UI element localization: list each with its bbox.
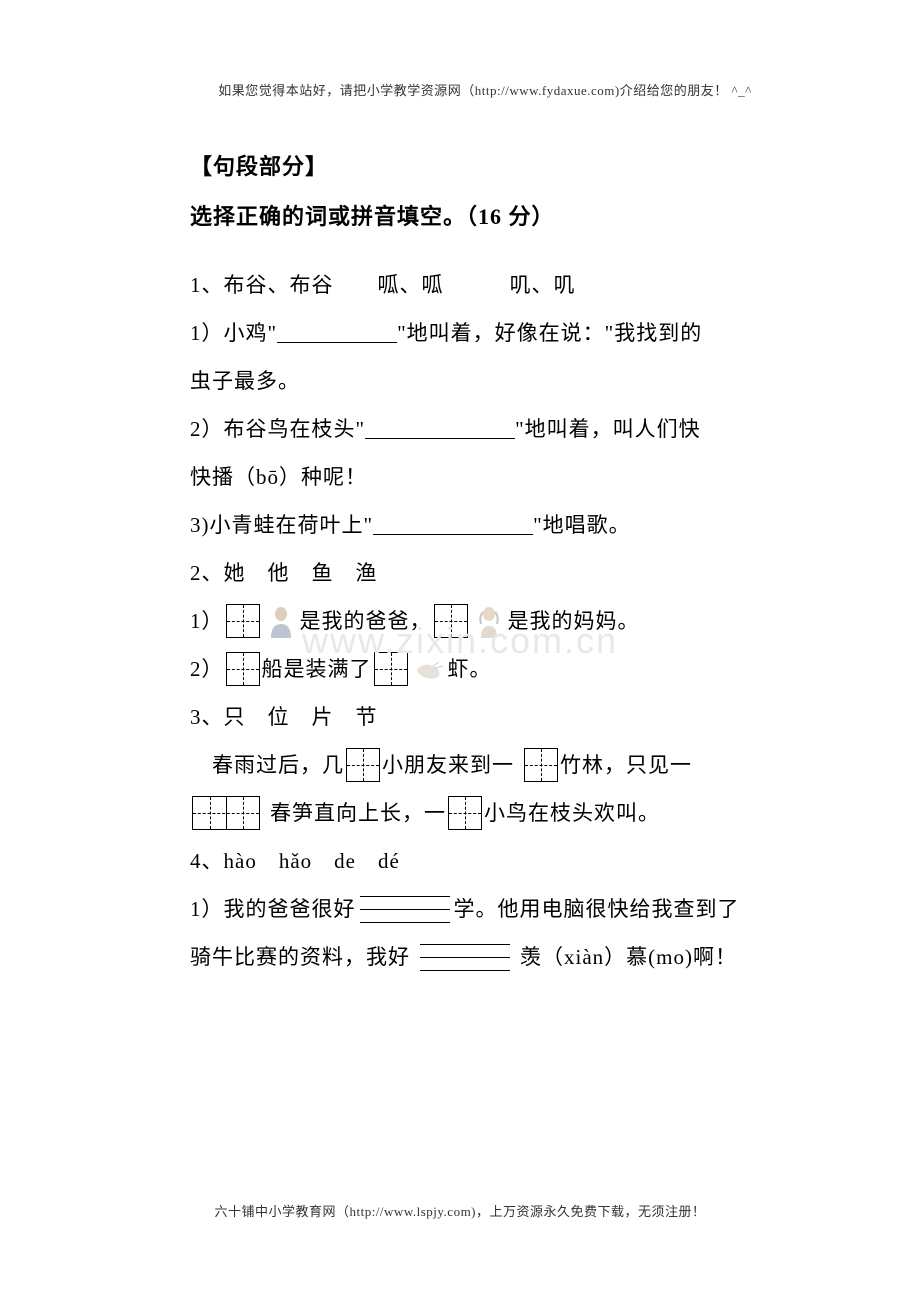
q1-p1c: 虫子最多。 <box>190 357 300 405</box>
q1-p1a: 1）小鸡" <box>190 309 277 357</box>
pinyin-blank[interactable] <box>360 896 450 922</box>
q4-options: 4、hào hǎo de dé <box>190 837 780 885</box>
shrimp-icon <box>413 652 445 686</box>
q2-p1c: 是我的妈妈。 <box>508 597 640 645</box>
q1-p2a: 2）布谷鸟在枝头" <box>190 405 365 453</box>
q1-p1-line1: 1）小鸡" "地叫着，好像在说："我找到的 <box>190 309 780 357</box>
q2-p2: 2） 船是装满了 虾。 <box>190 645 780 693</box>
blank-underline[interactable] <box>373 515 533 535</box>
q3-p1: 春雨过后，几 小朋友来到一 竹林，只见一 <box>190 741 780 789</box>
q2-p1a: 1） <box>190 597 224 645</box>
q1-opts-text: 1、布谷、布谷 呱、呱 叽、叽 <box>190 261 576 309</box>
q1-options: 1、布谷、布谷 呱、呱 叽、叽 <box>190 261 780 309</box>
q2-p2a: 2） <box>190 645 224 693</box>
pinyin-blank[interactable] <box>420 944 510 970</box>
page-footer: 六十铺中小学教育网（http://www.lspjy.com)，上万资源永久免费… <box>0 1201 920 1220</box>
char-box-blank[interactable] <box>448 796 482 830</box>
q3-options: 3、只 位 片 节 <box>190 693 780 741</box>
char-box-blank[interactable] <box>374 652 408 686</box>
q4-p1: 1）我的爸爸很好 学。他用电脑很快给我查到了 <box>190 885 780 933</box>
q2-opts-text: 2、她 他 鱼 渔 <box>190 549 378 597</box>
char-box-double-blank[interactable] <box>192 796 260 830</box>
section-subtitle: 选择正确的词或拼音填空。（16 分） <box>190 199 780 231</box>
q1-p2c: 快播（bō）种呢！ <box>190 453 367 501</box>
q3-p2: 春笋直向上长，一 小鸟在枝头欢叫。 <box>190 789 780 837</box>
mother-icon <box>473 604 505 638</box>
q3-opts-text: 3、只 位 片 节 <box>190 693 378 741</box>
char-box-blank[interactable] <box>346 748 380 782</box>
page-header: 如果您觉得本站好，请把小学教学资源网（http://www.fydaxue.co… <box>190 80 780 99</box>
q4-p2a: 骑牛比赛的资料，我好 <box>190 933 410 981</box>
father-icon <box>265 604 297 638</box>
q1-p3a: 3)小青蛙在荷叶上" <box>190 501 373 549</box>
blank-underline[interactable] <box>365 419 515 439</box>
q2-options: 2、她 他 鱼 渔 <box>190 549 780 597</box>
q4-p2: 骑牛比赛的资料，我好 羡（xiàn）慕(mo)啊！ <box>190 933 780 981</box>
q4-opts-text: 4、hào hǎo de dé <box>190 837 400 885</box>
char-box-blank[interactable] <box>524 748 558 782</box>
q4-p1b: 学。他用电脑很快给我查到了 <box>454 885 740 933</box>
section-title: 【句段部分】 <box>190 149 780 181</box>
char-box-blank[interactable] <box>434 604 468 638</box>
q2-p1b: 是我的爸爸， <box>300 597 432 645</box>
q2-p2b: 船是装满了 <box>262 645 372 693</box>
q3-p1c: 竹林，只见一 <box>560 741 692 789</box>
char-box-blank[interactable] <box>226 604 260 638</box>
q1-p2b: "地叫着，叫人们快 <box>515 405 701 453</box>
q1-p3b: "地唱歌。 <box>533 501 631 549</box>
q4-p1a: 1）我的爸爸很好 <box>190 885 356 933</box>
q3-p1a: 春雨过后，几 <box>190 741 344 789</box>
q3-p2b: 小鸟在枝头欢叫。 <box>484 789 660 837</box>
q1-p2-line2: 快播（bō）种呢！ <box>190 453 780 501</box>
q1-p1b: "地叫着，好像在说："我找到的 <box>397 309 702 357</box>
q3-p1b: 小朋友来到一 <box>382 741 514 789</box>
q2-p1: 1） 是我的爸爸， 是我的妈妈。 <box>190 597 780 645</box>
blank-underline[interactable] <box>277 323 397 343</box>
char-box-blank[interactable] <box>226 652 260 686</box>
q4-p2b: 羡（xiàn）慕(mo)啊！ <box>520 933 737 981</box>
q3-p2a: 春笋直向上长，一 <box>270 789 446 837</box>
q1-p3-line: 3)小青蛙在荷叶上" "地唱歌。 <box>190 501 780 549</box>
q1-p1-line2: 虫子最多。 <box>190 357 780 405</box>
q2-p2c: 虾。 <box>448 645 492 693</box>
q1-p2-line1: 2）布谷鸟在枝头" "地叫着，叫人们快 <box>190 405 780 453</box>
